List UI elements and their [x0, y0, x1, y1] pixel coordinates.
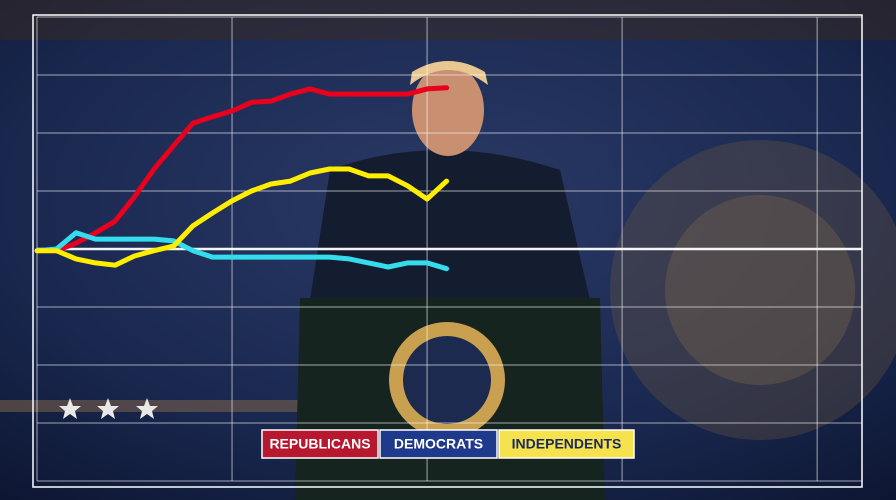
- stars: [59, 398, 158, 419]
- seal-decoration: [665, 195, 855, 385]
- legend-box: [261, 429, 379, 459]
- speaker-silhouette: [310, 150, 590, 300]
- series-line: [34, 230, 450, 272]
- legend-box: [379, 429, 498, 459]
- legend-label: DEMOCRATS: [394, 436, 483, 452]
- plot-area: [34, 16, 862, 482]
- series-line: [34, 85, 450, 254]
- legend-label: INDEPENDENTS: [512, 436, 622, 452]
- legend: REPUBLICANS DEMOCRATS INDEPENDENTS: [261, 429, 635, 459]
- legend-label: REPUBLICANS: [269, 436, 370, 452]
- ceiling: [0, 0, 896, 40]
- series-line: [34, 166, 450, 268]
- legend-box: [498, 429, 635, 459]
- chart-frame: [32, 14, 863, 488]
- podium-seal: [403, 336, 491, 424]
- speaker-head: [412, 64, 484, 156]
- speaker-hair: [410, 61, 488, 85]
